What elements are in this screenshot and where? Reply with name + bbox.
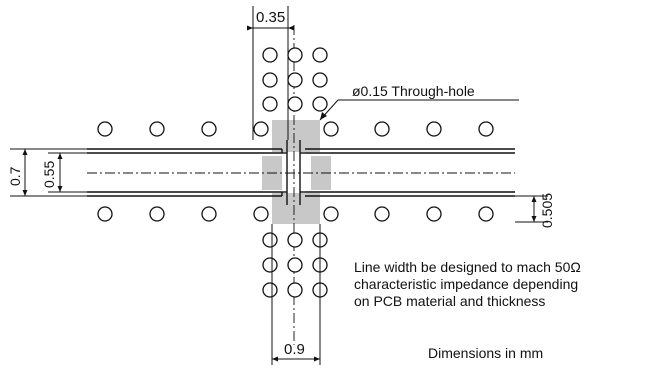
dim-inner-label: 0.55 xyxy=(41,161,57,188)
through-hole-label: ø0.15 Through-hole xyxy=(352,83,475,99)
through-hole-callout: ø0.15 Through-hole xyxy=(319,83,519,121)
dim-bottom-width: 0.9 xyxy=(271,224,321,365)
note-line-2: characteristic impedance depending xyxy=(354,276,578,292)
top-ground-pad xyxy=(272,120,320,152)
dim-right-label: 0.505 xyxy=(539,193,555,228)
dim-top-gap-label: 0.35 xyxy=(256,9,285,26)
units-label: Dimensions in mm xyxy=(428,345,543,361)
bottom-ground-pad xyxy=(272,193,320,224)
ground-pads xyxy=(262,120,331,224)
transmission-lines xyxy=(87,140,515,205)
design-note: Line width be designed to mach 50Ω chara… xyxy=(354,259,581,309)
dim-outer-label: 0.7 xyxy=(7,166,23,186)
dim-right: 0.505 xyxy=(515,193,555,228)
note-line-1: Line width be designed to mach 50Ω xyxy=(354,259,581,275)
dim-top-gap: 0.35 xyxy=(247,6,294,140)
note-line-3: on PCB material and thickness xyxy=(354,293,545,309)
dim-left: 0.7 0.55 xyxy=(7,148,87,197)
dim-bottom-label: 0.9 xyxy=(284,341,305,358)
